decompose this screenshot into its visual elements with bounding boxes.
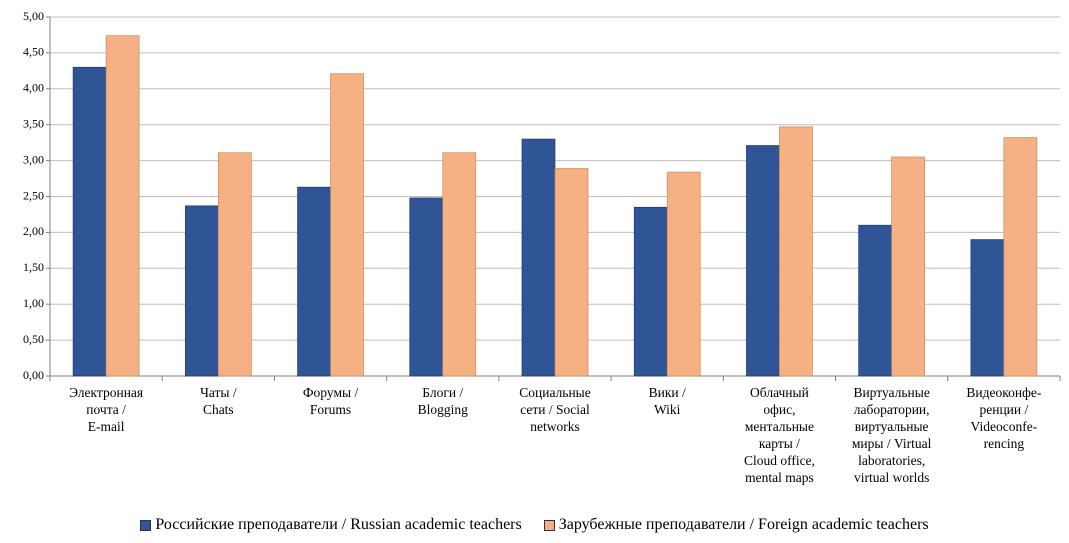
- bar: [442, 152, 477, 377]
- bar: [970, 239, 1005, 377]
- x-tick-label: Блоги / Blogging: [417, 385, 468, 417]
- bar: [297, 186, 331, 377]
- legend-label: Зарубежные преподаватели / Foreign acade…: [558, 516, 929, 533]
- y-tick-label: 2,50: [23, 188, 44, 202]
- y-tick-label: 0,00: [23, 368, 44, 382]
- bar: [858, 224, 893, 377]
- x-tick-label: Вики / Wiki: [648, 385, 686, 417]
- y-tick-label: 1,50: [23, 260, 44, 274]
- bar: [1003, 137, 1038, 377]
- bar: [633, 206, 668, 377]
- legend-item: Зарубежные преподаватели / Foreign acade…: [543, 516, 929, 534]
- bar: [521, 138, 556, 377]
- bar: [891, 156, 926, 377]
- x-tick-label: Электронная почта / E-mail: [69, 385, 144, 434]
- y-tick-label: 3,50: [23, 116, 44, 130]
- legend: Российские преподаватели / Russian acade…: [0, 516, 1069, 534]
- bar: [330, 73, 364, 377]
- x-tick-label: Облачный офис, ментальные карты / Cloud …: [743, 385, 815, 485]
- bar: [779, 126, 813, 377]
- x-tick-label: Социальные сети / Social networks: [519, 385, 591, 434]
- y-tick-label: 0,50: [23, 332, 44, 346]
- x-tick-label: Чаты / Chats: [200, 385, 237, 417]
- y-tick-label: 4,00: [23, 81, 44, 95]
- legend-item: Российские преподаватели / Russian acade…: [140, 516, 522, 534]
- bar: [409, 197, 444, 377]
- x-tick-label: Виртуальные лаборатории, виртуальные мир…: [851, 385, 932, 485]
- legend-swatch: [140, 519, 152, 531]
- bar: [72, 66, 107, 377]
- x-tick-label: Форумы / Forums: [302, 385, 359, 417]
- bar: [217, 152, 252, 377]
- y-tick-label: 5,00: [23, 9, 44, 23]
- legend-label: Российские преподаватели / Russian acade…: [155, 516, 522, 533]
- bar: [666, 171, 701, 377]
- bar: [184, 205, 219, 377]
- y-tick-label: 2,00: [23, 224, 44, 238]
- y-tick-label: 1,00: [23, 296, 44, 310]
- x-tick-label: Видеоконфе- ренции / Videoconfe- rencing: [966, 385, 1042, 451]
- y-tick-label: 3,00: [23, 152, 44, 166]
- y-tick-label: 4,50: [23, 45, 44, 59]
- bar: [554, 168, 589, 377]
- bar: [105, 35, 140, 377]
- bar: [746, 145, 780, 377]
- legend-swatch: [543, 519, 555, 531]
